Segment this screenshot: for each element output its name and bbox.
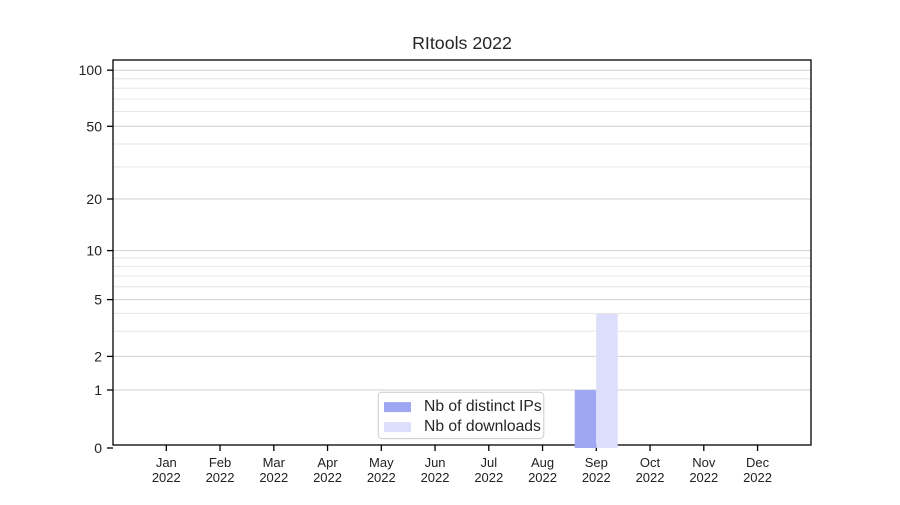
svg-text:Jan: Jan: [156, 455, 177, 470]
svg-text:2022: 2022: [636, 470, 665, 485]
svg-text:Feb: Feb: [209, 455, 231, 470]
svg-text:RItools 2022: RItools 2022: [412, 33, 512, 53]
svg-text:2022: 2022: [313, 470, 342, 485]
svg-text:5: 5: [94, 292, 102, 308]
svg-text:Nov: Nov: [692, 455, 716, 470]
svg-text:0: 0: [94, 440, 102, 456]
svg-text:Nb of distinct IPs: Nb of distinct IPs: [424, 398, 542, 415]
svg-text:100: 100: [79, 62, 103, 78]
svg-text:May: May: [369, 455, 394, 470]
svg-text:Apr: Apr: [317, 455, 338, 470]
svg-text:20: 20: [86, 191, 102, 207]
svg-text:50: 50: [86, 118, 102, 134]
svg-text:2022: 2022: [474, 470, 503, 485]
svg-text:2022: 2022: [421, 470, 450, 485]
svg-text:2022: 2022: [528, 470, 557, 485]
svg-text:2022: 2022: [743, 470, 772, 485]
svg-text:Dec: Dec: [746, 455, 770, 470]
svg-text:Aug: Aug: [531, 455, 554, 470]
svg-text:Jul: Jul: [480, 455, 497, 470]
svg-text:2022: 2022: [367, 470, 396, 485]
svg-text:2022: 2022: [259, 470, 288, 485]
svg-text:2022: 2022: [689, 470, 718, 485]
svg-text:Oct: Oct: [640, 455, 661, 470]
svg-text:2022: 2022: [152, 470, 181, 485]
svg-text:Mar: Mar: [263, 455, 286, 470]
svg-text:Nb of downloads: Nb of downloads: [424, 418, 541, 435]
svg-text:Sep: Sep: [585, 455, 608, 470]
svg-text:Jun: Jun: [425, 455, 446, 470]
svg-text:2022: 2022: [206, 470, 235, 485]
svg-text:2022: 2022: [582, 470, 611, 485]
svg-text:10: 10: [86, 243, 102, 259]
svg-text:1: 1: [94, 382, 102, 398]
svg-text:2: 2: [94, 348, 102, 364]
